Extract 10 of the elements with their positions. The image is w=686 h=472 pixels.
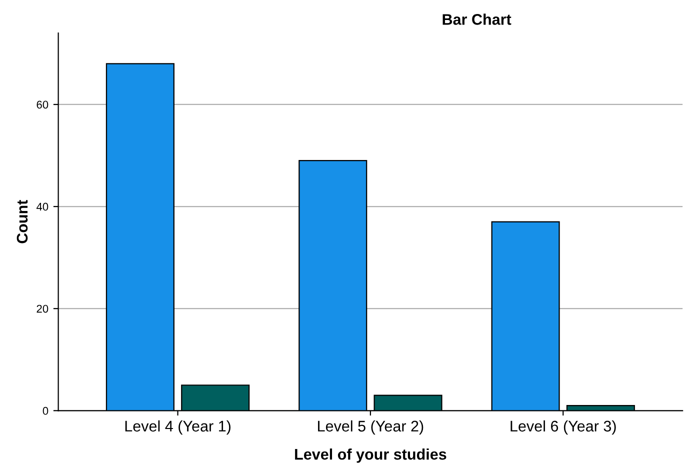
y-tick-label: 0 — [42, 406, 48, 415]
chart-title: Bar Chart — [442, 14, 512, 25]
y-tick-label: 40 — [36, 202, 48, 211]
x-axis-title: Level of your studies — [295, 448, 446, 463]
x-tick-label: Level 4 (Year 1) — [125, 420, 230, 435]
y-tick-label: 20 — [36, 304, 48, 313]
x-tick-label: Level 6 (Year 3) — [510, 420, 616, 435]
x-tick-label: Level 5 (Year 2) — [318, 420, 424, 435]
y-axis-title: Count — [16, 200, 28, 244]
y-tick-label: 60 — [36, 100, 48, 109]
